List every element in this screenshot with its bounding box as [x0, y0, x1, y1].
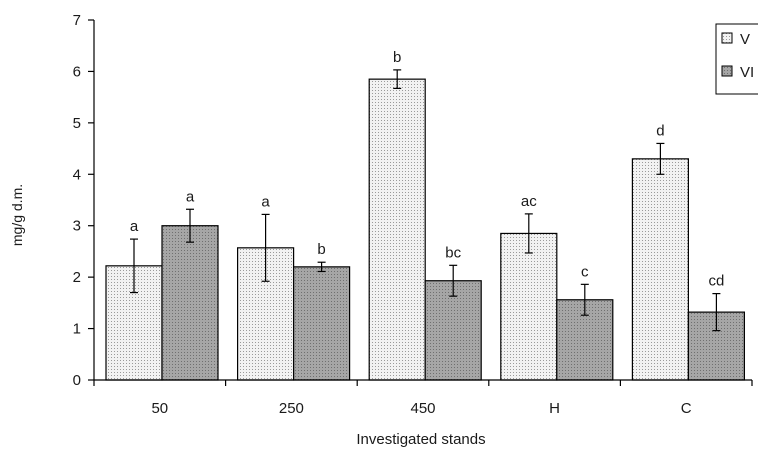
x-tick-label-C: C — [681, 400, 692, 417]
significance-label-VI-450: bc — [445, 244, 461, 261]
y-tick-label-5: 5 — [73, 115, 81, 132]
legend: V VI — [715, 23, 758, 95]
x-tick-label-450: 450 — [410, 400, 435, 417]
bar-VI-450 — [424, 280, 482, 381]
error-bar-VI-H — [580, 283, 589, 316]
bar-VI-50 — [161, 225, 219, 381]
x-axis-title: Investigated stands — [356, 431, 485, 448]
x-tick-label-H: H — [549, 400, 560, 417]
legend-label-V: V — [740, 31, 750, 48]
error-bar-VI-450 — [449, 264, 458, 297]
error-bar-V-C — [656, 142, 665, 175]
y-tick-label-2: 2 — [73, 269, 81, 286]
significance-label-V-250: a — [261, 193, 270, 210]
axes-layer: 50 250 450 H C 0 1 2 3 4 5 6 7 — [73, 12, 753, 417]
significance-label-V-H: ac — [521, 193, 537, 210]
legend-label-VI: VI — [740, 64, 754, 81]
error-bar-VI-250 — [317, 261, 326, 273]
bar-VI-250 — [293, 266, 351, 381]
error-bar-VI-C — [712, 293, 721, 332]
error-bar-VI-50 — [186, 208, 194, 243]
y-tick-label-0: 0 — [73, 372, 81, 389]
y-axis-title: mg/g d.m. — [9, 184, 25, 246]
x-tick-label-250: 250 — [279, 400, 304, 417]
y-tick-label-7: 7 — [73, 12, 81, 29]
bar-V-450 — [368, 78, 426, 381]
legend-swatch-VI — [721, 65, 733, 77]
error-bar-V-H — [524, 213, 533, 254]
bar-V-H — [500, 232, 558, 381]
significance-label-V-C: d — [656, 122, 664, 139]
y-tick-label-6: 6 — [73, 63, 81, 80]
significance-label-VI-50: a — [186, 188, 195, 205]
error-bar-V-50 — [130, 238, 138, 294]
y-tick-label-1: 1 — [73, 321, 81, 338]
error-bar-V-250 — [261, 213, 270, 282]
significance-label-VI-C: cd — [708, 273, 724, 290]
significance-label-VI-250: b — [317, 241, 325, 258]
x-tick-label-50: 50 — [151, 400, 168, 417]
significance-label-VI-H: c — [581, 263, 589, 280]
legend-swatch-V — [721, 32, 733, 44]
significance-label-V-50: a — [130, 218, 139, 235]
error-bar-V-450 — [393, 69, 402, 90]
significance-label-V-450: b — [393, 49, 401, 66]
y-tick-label-3: 3 — [73, 218, 81, 235]
bar-V-C — [631, 158, 690, 381]
y-tick-label-4: 4 — [73, 166, 81, 183]
